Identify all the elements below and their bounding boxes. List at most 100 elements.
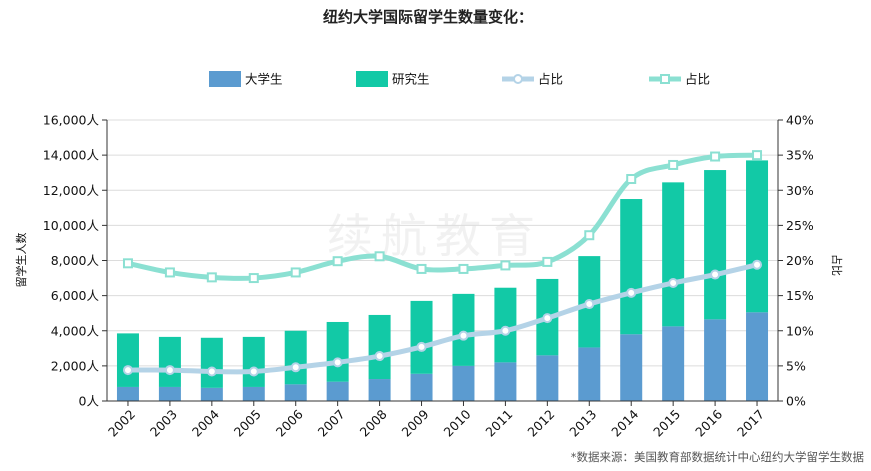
line-point: [374, 251, 385, 262]
bar: [284, 330, 307, 385]
line-point: [584, 230, 595, 241]
x-tick-label: 2015: [650, 407, 683, 440]
legend-swatch: [356, 71, 388, 87]
bar: [242, 386, 265, 401]
series-line: [125, 152, 760, 281]
bar: [284, 384, 307, 401]
bar: [200, 387, 223, 401]
y-right-tick-label: 30%: [786, 183, 814, 198]
y-right-tick-label: 20%: [786, 253, 814, 268]
legend-label: 占比: [685, 72, 710, 87]
y-left-tick-label: 6,000人: [51, 288, 100, 303]
series-line: [125, 262, 760, 375]
x-tick-label: 2002: [105, 407, 138, 440]
line-point: [500, 325, 511, 336]
bar: [578, 347, 601, 401]
line-point: [290, 267, 301, 278]
bar: [494, 362, 517, 401]
x-tick-label: 2003: [147, 407, 180, 440]
bar: [746, 312, 769, 401]
bar: [662, 182, 685, 327]
line-point: [206, 366, 217, 377]
y-left-tick-label: 4,000人: [51, 323, 100, 338]
line-point: [416, 263, 427, 274]
line-point: [122, 258, 133, 269]
y-left-tick-label: 12,000人: [43, 183, 100, 198]
line-point: [626, 174, 637, 185]
line-point: [458, 330, 469, 341]
line-point: [710, 269, 721, 280]
bar: [494, 287, 517, 363]
legend-marker: [660, 74, 670, 84]
y-right-tick-label: 25%: [786, 218, 814, 233]
bar: [368, 314, 391, 380]
y-left-tick-label: 2,000人: [51, 358, 100, 373]
line-point: [626, 287, 637, 298]
bar: [200, 337, 223, 388]
bar: [536, 355, 559, 401]
line-point: [248, 273, 259, 284]
bar: [662, 326, 685, 401]
y-right-tick-label: 15%: [786, 288, 814, 303]
bar: [326, 321, 349, 382]
x-tick-label: 2011: [482, 407, 515, 440]
line-point: [206, 272, 217, 283]
y-left-tick-label: 8,000人: [51, 253, 100, 268]
y-left-tick-label: 14,000人: [43, 148, 100, 163]
legend-label: 大学生: [245, 72, 283, 87]
chart-title: 纽约大学国际留学生数量变化：: [323, 8, 533, 26]
line-point: [668, 277, 679, 288]
bar: [158, 386, 181, 401]
x-tick-label: 2014: [608, 406, 641, 439]
bar: [410, 373, 433, 401]
y-left-tick-label: 10,000人: [43, 218, 100, 233]
line-point: [290, 362, 301, 373]
line-point: [248, 366, 259, 377]
bar: [452, 365, 475, 401]
line-point: [584, 299, 595, 310]
y-right-tick-label: 40%: [786, 113, 814, 128]
line-point: [458, 263, 469, 274]
bars: [116, 160, 769, 401]
bar: [242, 336, 265, 387]
line-point: [752, 259, 763, 270]
bar: [746, 160, 769, 313]
line-point: [164, 365, 175, 376]
bar: [704, 319, 727, 401]
x-tick-label: 2004: [189, 406, 222, 439]
y-right-tick-label: 0%: [786, 394, 806, 409]
x-tick-label: 2008: [357, 406, 390, 439]
line-point: [710, 151, 721, 162]
line-point: [332, 357, 343, 368]
legend-marker: [513, 74, 523, 84]
line-point: [416, 341, 427, 352]
x-tick-label: 2016: [692, 406, 725, 439]
bar: [116, 386, 139, 401]
line-point: [332, 256, 343, 267]
x-tick-label: 2009: [399, 406, 432, 439]
bar: [704, 170, 727, 320]
y-right-tick-label: 5%: [786, 358, 806, 373]
y-right-axis-title: 占比: [830, 254, 844, 276]
bar: [452, 293, 475, 366]
bar: [116, 333, 139, 387]
watermark: 续航教育: [327, 209, 543, 263]
lines: [122, 150, 763, 377]
x-tick-label: 2013: [566, 407, 599, 440]
x-tick-label: 2005: [231, 407, 264, 440]
line-point: [500, 260, 511, 271]
legend-swatch: [209, 71, 241, 87]
bar: [158, 336, 181, 387]
line-point: [374, 351, 385, 362]
line-point: [668, 159, 679, 170]
y-right-tick-label: 35%: [786, 148, 814, 163]
legend: 大学生 研究生 占比 占比: [209, 71, 710, 87]
line-point: [122, 365, 133, 376]
bar: [620, 199, 643, 335]
line-point: [542, 256, 553, 267]
y-left-tick-label: 0人: [79, 394, 100, 409]
legend-label: 占比: [538, 72, 563, 87]
x-tick-label: 2006: [273, 406, 306, 439]
x-tick-label: 2012: [524, 407, 557, 440]
